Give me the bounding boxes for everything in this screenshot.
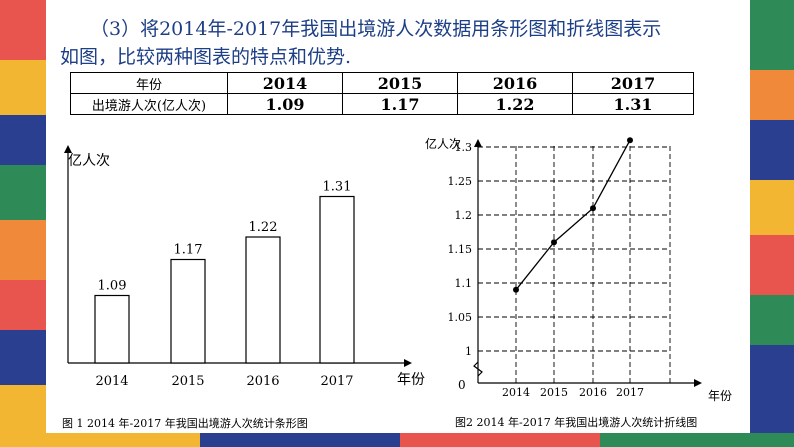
bar-chart-xlabel: 年份 [397,372,425,388]
bar-chart-title: 图 1 2014 年-2017 年我国出境游人次统计条形图 [62,416,308,430]
line-chart-x-arrow [694,379,702,387]
table-row-years: 年份 2014 2015 2016 2017 [70,72,694,94]
bar-chart-x-tick-label: 2016 [246,374,279,389]
line-chart-point [590,205,596,212]
bar [245,236,281,364]
bar [170,258,206,364]
line-chart-x-tick-label: 2017 [616,386,644,399]
data-table: 年份 2014 2015 2016 2017 出境游人次(亿人次) 1.09 1… [70,72,694,115]
table-value-cell: 1.22 [457,93,573,115]
question-line-1: （3）将2014年-2017年我国出境游人次数据用条形图和折线图表示 [90,18,662,40]
line-chart-y-tick-label: 1.2 [455,209,473,222]
bar [319,195,355,364]
bar-data-label: 1.17 [174,243,203,258]
line-chart-y-tick-label: 1 [465,345,472,358]
decorative-frame-bottom [0,433,794,447]
line-chart-xlabel: 年份 [708,389,732,403]
table-year-cell: 2017 [572,72,694,94]
bar-chart-x-tick-label: 2015 [171,374,204,389]
line-chart-y-tick-label: 1.05 [448,311,473,324]
table-row-label: 出境游人次(亿人次) [70,93,228,115]
line-chart-y-arrow [474,139,482,147]
bar-chart-ylabel: 亿人次 [68,153,110,169]
decorative-frame-right [750,0,794,447]
line-chart-axis-break [473,361,483,377]
question-text: （3）将2014年-2017年我国出境游人次数据用条形图和折线图表示 如图，比较… [60,15,750,71]
table-value-cell: 1.17 [342,93,458,115]
line-chart-title: 图2 2014 年-2017 年我国出境游人次统计折线图 [455,415,697,429]
bar-data-label: 1.09 [98,279,127,294]
bar-chart-x-tick-label: 2014 [95,374,128,389]
bar-chart-y-arrow [64,145,72,153]
line-chart-x-tick-label: 2016 [579,386,607,399]
table-value-cell: 1.31 [572,93,694,115]
line-chart-x-tick-label: 2015 [540,386,568,399]
line-chart-ylabel: 亿人次 [425,136,461,151]
line-chart-point [551,239,557,246]
line-chart-series-line [515,139,631,291]
bar-data-label: 1.31 [323,180,352,195]
bar-data-label: 1.22 [249,220,278,235]
question-line-2: 如图，比较两种图表的特点和优势. [60,46,352,68]
bar-chart-x-arrow [404,359,412,367]
bar [94,294,130,364]
bar-chart-x-tick-label: 2017 [320,374,353,389]
line-chart-y-tick-label: 1.1 [455,277,473,290]
line-chart-y-tick-label: 1.3 [455,141,473,154]
table-row-values: 出境游人次(亿人次) 1.09 1.17 1.22 1.31 [70,93,694,115]
line-chart-point [627,137,633,144]
line-chart-y-tick-label: 1.25 [448,175,473,188]
line-chart-origin-label: 0 [458,378,466,392]
table-value-cell: 1.09 [227,93,343,115]
line-chart-point [513,286,519,293]
line-chart-y-tick-label: 1.15 [448,243,473,256]
line-chart-x-tick-label: 2014 [502,386,530,399]
